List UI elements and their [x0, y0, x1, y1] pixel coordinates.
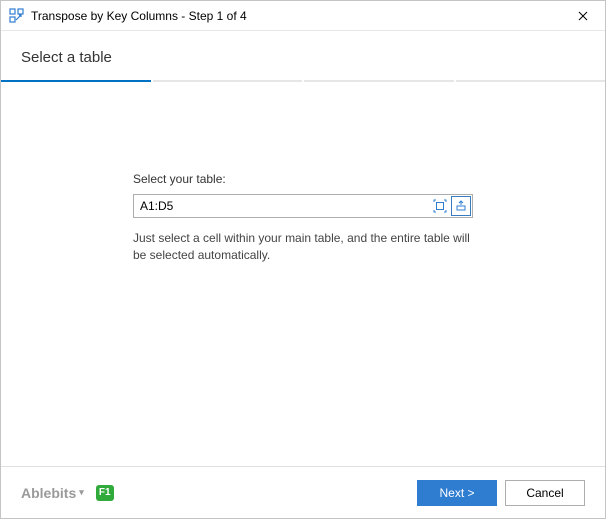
header: Select a table: [1, 31, 605, 80]
step-1: [1, 80, 151, 82]
help-button[interactable]: F1: [96, 485, 114, 501]
page-title: Select a table: [21, 49, 585, 66]
brand-label: Ablebits: [21, 485, 76, 501]
range-label: Select your table:: [133, 172, 473, 186]
cancel-button[interactable]: Cancel: [505, 480, 585, 506]
titlebar: Transpose by Key Columns - Step 1 of 4: [1, 1, 605, 31]
hint-text: Just select a cell within your main tabl…: [133, 230, 473, 265]
expand-selection-icon[interactable]: [429, 195, 451, 217]
range-input-group: [133, 194, 473, 218]
chevron-down-icon: ▾: [79, 487, 84, 498]
close-button[interactable]: [560, 1, 605, 31]
footer: Ablebits ▾ F1 Next > Cancel: [1, 466, 605, 518]
collapse-dialog-icon[interactable]: [451, 196, 471, 216]
app-icon: [9, 8, 25, 24]
content-area: Select your table:: [1, 172, 605, 265]
step-2: [153, 80, 303, 82]
step-4: [456, 80, 606, 82]
step-progress: [1, 80, 605, 82]
step-3: [304, 80, 454, 82]
window-title: Transpose by Key Columns - Step 1 of 4: [31, 9, 560, 23]
next-button[interactable]: Next >: [417, 480, 497, 506]
range-input[interactable]: [134, 195, 429, 217]
brand-menu[interactable]: Ablebits ▾: [21, 485, 84, 501]
